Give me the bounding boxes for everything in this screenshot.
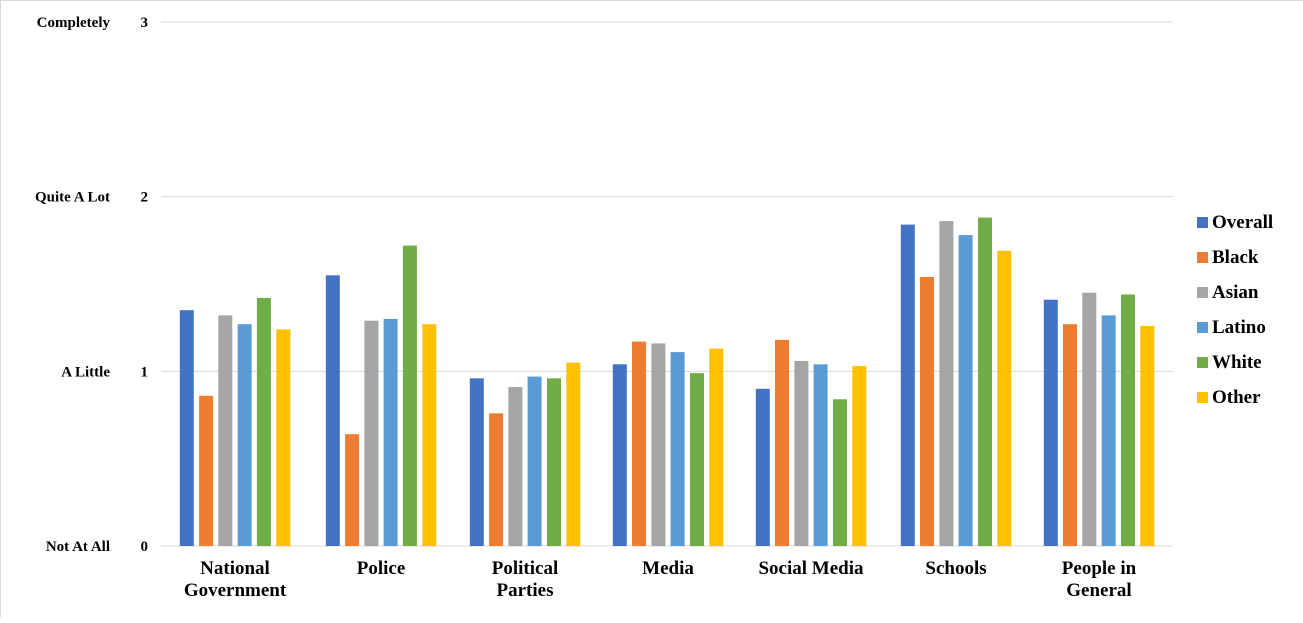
bar-overall-5 <box>900 224 915 546</box>
bar-other-0 <box>276 329 291 546</box>
bar-other-5 <box>997 250 1012 547</box>
bar-asian-6 <box>1082 292 1097 546</box>
x-category-label: National <box>200 558 270 579</box>
y-tick-label: 3 <box>141 15 149 31</box>
y-tick-word-label: A Little <box>61 364 110 380</box>
x-category-label: Political <box>492 558 558 579</box>
bar-latino-2 <box>527 376 542 546</box>
bar-asian-5 <box>939 221 954 546</box>
legend-label-black: Black <box>1212 247 1259 268</box>
y-axis: Not At All 0 A Little 1 Quite A Lot 2 Complete… <box>35 15 148 555</box>
bar-asian-3 <box>651 343 666 546</box>
bar-white-0 <box>256 298 271 546</box>
bar-latino-3 <box>670 352 685 546</box>
legend-swatch-asian <box>1197 287 1208 298</box>
bar-white-1 <box>402 245 417 546</box>
bar-asian-2 <box>508 387 523 546</box>
legend-swatch-white <box>1197 357 1208 368</box>
x-category-label: Parties <box>497 580 554 601</box>
bar-overall-0 <box>179 310 194 546</box>
legend-swatch-latino <box>1197 322 1208 333</box>
bar-white-5 <box>978 217 992 546</box>
bar-asian-1 <box>364 320 379 546</box>
bar-other-4 <box>852 366 867 546</box>
bar-white-3 <box>690 373 704 546</box>
bar-latino-1 <box>383 318 398 546</box>
x-category-label: General <box>1066 580 1131 601</box>
bar-latino-4 <box>813 364 828 546</box>
bar-asian-4 <box>794 360 809 546</box>
bar-asian-0 <box>218 315 233 546</box>
bar-black-5 <box>920 277 934 546</box>
legend-label-latino: Latino <box>1212 317 1266 338</box>
bar-overall-1 <box>325 275 340 546</box>
legend: Overall Black Asian Latino White Other <box>1197 212 1273 408</box>
bar-other-3 <box>709 348 724 546</box>
gridlines <box>161 21 1173 547</box>
y-tick-label: 0 <box>141 539 149 555</box>
legend-label-asian: Asian <box>1212 282 1259 303</box>
bar-black-3 <box>632 341 646 546</box>
bar-black-0 <box>199 395 214 546</box>
x-category-label: Schools <box>925 558 986 579</box>
bar-overall-3 <box>612 364 627 546</box>
bar-latino-5 <box>958 235 973 546</box>
x-category-label: Government <box>184 580 287 601</box>
bar-latino-6 <box>1101 315 1116 546</box>
y-tick-word-label: Quite A Lot <box>35 190 110 206</box>
bars <box>179 217 1155 547</box>
bar-other-6 <box>1140 325 1155 546</box>
y-tick-word-label: Not At All <box>46 539 110 555</box>
bar-white-2 <box>547 378 561 546</box>
y-tick-label: 1 <box>141 364 149 380</box>
x-category-label: Police <box>357 558 406 579</box>
bar-black-2 <box>489 413 504 546</box>
bar-black-1 <box>345 434 360 546</box>
bar-white-4 <box>833 399 847 546</box>
legend-swatch-overall <box>1197 217 1208 228</box>
x-category-label: Media <box>642 558 694 579</box>
legend-swatch-other <box>1197 392 1208 403</box>
legend-label-other: Other <box>1212 387 1261 408</box>
legend-label-white: White <box>1212 352 1262 373</box>
bar-overall-6 <box>1043 299 1058 546</box>
bar-latino-0 <box>237 324 252 546</box>
bar-black-4 <box>775 339 789 546</box>
legend-label-overall: Overall <box>1212 212 1273 233</box>
bar-overall-4 <box>755 388 770 546</box>
x-category-label: People in <box>1062 558 1137 579</box>
bar-overall-2 <box>469 378 484 546</box>
bar-black-6 <box>1063 324 1077 546</box>
y-tick-word-label: Completely <box>37 15 111 31</box>
x-category-label: Social Media <box>758 558 864 579</box>
bar-other-2 <box>566 362 581 546</box>
bar-white-6 <box>1121 294 1135 546</box>
legend-swatch-black <box>1197 252 1208 263</box>
bar-other-1 <box>422 324 437 546</box>
y-tick-label: 2 <box>141 190 149 206</box>
